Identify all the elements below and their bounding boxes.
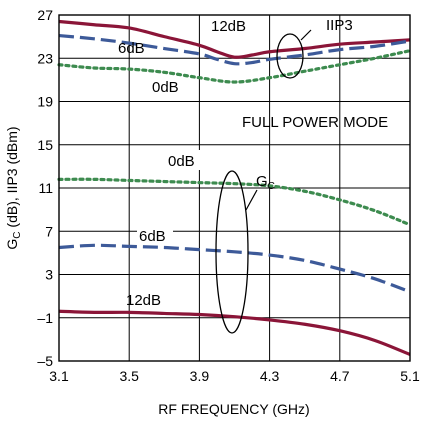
series-iip3-0	[57, 49, 412, 84]
series-gc-6	[58, 243, 411, 294]
series-gc-0	[57, 177, 412, 227]
y-axis-title-main: G	[4, 239, 20, 250]
gc-0db-label: 0dB	[168, 153, 195, 170]
y-axis-title-rest: (dB), IIP3 (dBm)	[4, 126, 20, 231]
series-gc-12	[58, 309, 411, 356]
series-iip3-6	[58, 33, 411, 66]
y-tick-label: 23	[37, 50, 53, 66]
iip3-0db-label: 0dB	[152, 79, 179, 96]
y-axis-title-sub: C	[12, 231, 23, 238]
annotation-ellipses	[215, 29, 312, 334]
y-tick-label: 11	[38, 180, 53, 196]
tick-labels: 3.1 3.5 3.9 4.3 4.7 5.1 –5 –1 3 7 11 15 19 23 27	[37, 7, 420, 384]
y-axis-title: GC (dB), IIP3 (dBm)	[4, 126, 23, 249]
gc-6db-label-bg	[137, 225, 173, 245]
gc-ellipse	[215, 170, 249, 334]
gc-label: GC	[256, 173, 275, 192]
y-tick-label: –5	[37, 353, 53, 369]
gc-leader-line	[245, 189, 258, 211]
y-tick-label: –1	[37, 310, 53, 326]
iip3-leader-line	[300, 29, 312, 41]
y-tick-label: 27	[37, 7, 53, 23]
iip3-ellipse	[276, 33, 304, 79]
plot-frame	[58, 14, 411, 362]
iip3-label: IIP3	[326, 17, 353, 34]
x-tick-label: 4.7	[330, 368, 350, 384]
gc-6db-label: 6dB	[139, 228, 166, 245]
y-tick-label: 3	[45, 267, 53, 283]
y-tick-label: 15	[37, 137, 53, 153]
iip3-6db-label: 6dB	[118, 40, 145, 57]
x-tick-label: 5.1	[400, 368, 420, 384]
x-axis-title: RF FREQUENCY (GHz)	[158, 401, 309, 417]
gc-label-main: G	[256, 173, 268, 190]
x-tick-label: 3.1	[49, 368, 69, 384]
y-tick-label: 19	[37, 94, 53, 110]
gc-0db-label-bg	[166, 150, 206, 170]
gc-label-sub: C	[268, 181, 275, 192]
iip3-12db-label: 12dB	[211, 18, 246, 35]
mode-label: FULL POWER MODE	[242, 114, 388, 131]
series-lines	[57, 19, 412, 356]
y-tick-label: 7	[45, 223, 53, 239]
x-tick-label: 4.3	[260, 368, 280, 384]
x-tick-label: 3.9	[190, 368, 210, 384]
gc-12db-label: 12dB	[126, 292, 161, 309]
series-iip3-12	[58, 19, 411, 59]
x-tick-label: 3.5	[119, 368, 139, 384]
grid-lines	[59, 15, 410, 361]
